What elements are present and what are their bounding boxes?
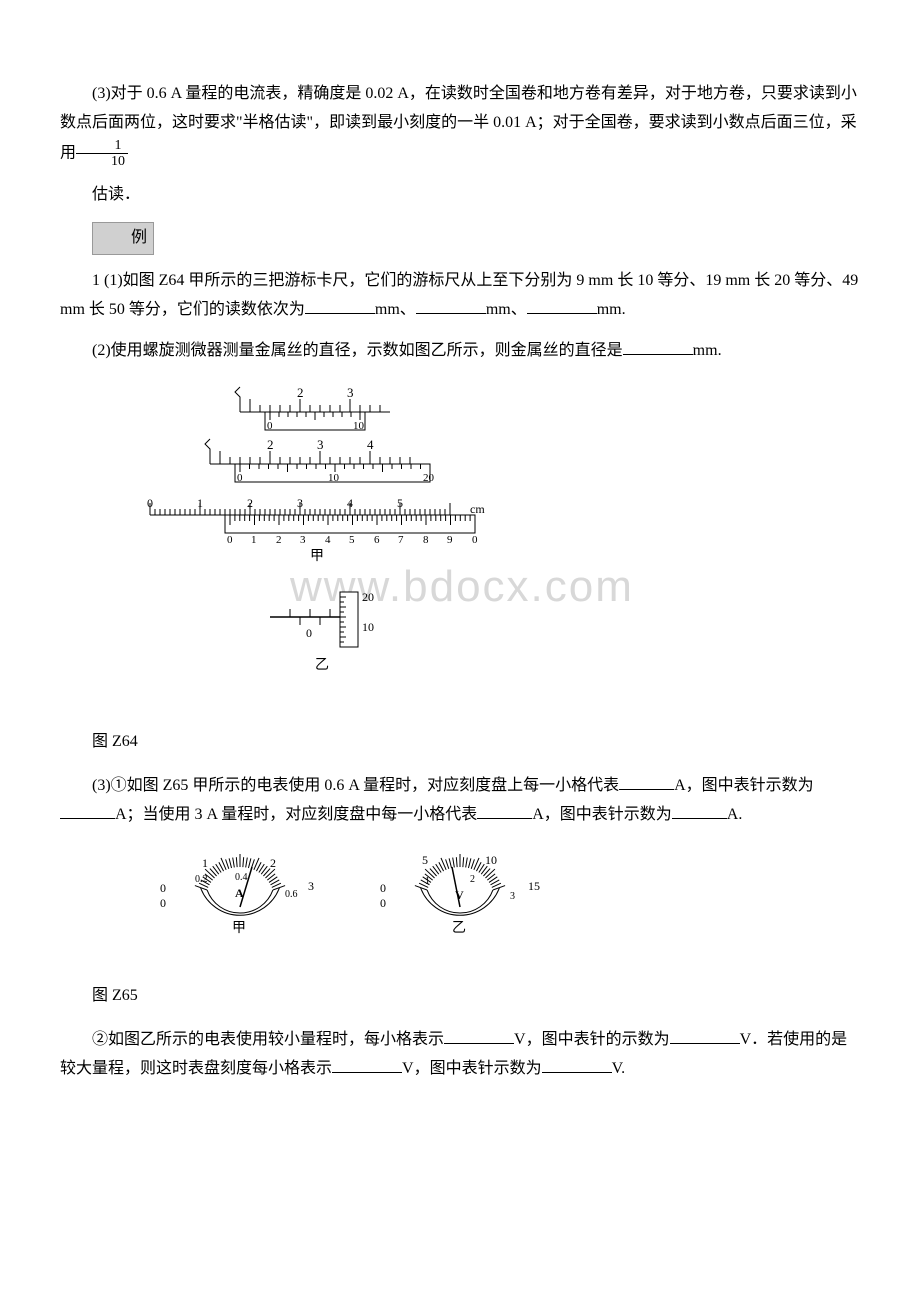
svg-text:甲: 甲 [232,921,246,936]
svg-text:4: 4 [347,496,353,510]
svg-text:10: 10 [328,472,340,484]
svg-text:cm: cm [470,502,485,516]
caliper-diagram: 23 010 234 [140,377,560,697]
svg-text:0: 0 [380,881,386,895]
blank [444,1028,514,1044]
caption-z64: 图 Z64 [60,728,860,757]
svg-text:10: 10 [485,853,497,867]
svg-text:2: 2 [470,874,475,885]
svg-text:乙: 乙 [452,920,466,936]
blank [672,803,727,819]
blank [527,298,597,314]
svg-text:甲: 甲 [310,549,324,564]
svg-text:3: 3 [300,534,306,546]
example-tag: 例 [92,222,154,255]
svg-text:7: 7 [398,534,404,546]
svg-text:1: 1 [425,876,430,887]
fraction: 110 [76,138,128,170]
svg-text:10: 10 [353,420,365,432]
svg-text:5: 5 [422,853,428,867]
example-row: 例 [60,222,860,255]
svg-text:0: 0 [227,534,233,546]
question-3-2: ②如图乙所示的电表使用较小量程时，每小格表示V，图中表针的示数为V．若使用的是较… [60,1026,860,1084]
blank [542,1057,612,1073]
svg-text:0: 0 [160,896,166,910]
svg-text:0: 0 [160,881,166,895]
svg-text:6: 6 [374,534,380,546]
question-2: (2)使用螺旋测微器测量金属丝的直径，示数如图乙所示，则金属丝的直径是mm. [60,337,860,366]
svg-text:乙: 乙 [315,657,329,673]
figure-z65: 0 0 1 2 0.2 0.4 3 0.6 A 甲 0 0 5 10 1 2 [140,842,860,963]
p1-end: 估读． [60,181,860,210]
svg-text:20: 20 [423,472,435,484]
svg-text:1: 1 [197,496,203,510]
blank [60,803,115,819]
svg-text:0: 0 [306,626,312,640]
svg-text:3: 3 [317,437,324,452]
svg-text:5: 5 [349,534,355,546]
svg-text:3: 3 [347,385,354,400]
blank [477,803,532,819]
svg-text:2: 2 [247,496,253,510]
svg-text:4: 4 [325,534,331,546]
svg-text:2: 2 [270,856,276,870]
svg-text:0.2: 0.2 [195,874,208,885]
svg-text:0.4: 0.4 [235,872,248,883]
svg-text:2: 2 [267,437,274,452]
svg-text:1: 1 [202,856,208,870]
blank [623,339,693,355]
blank [332,1057,402,1073]
svg-text:0: 0 [472,534,478,546]
svg-text:0.6: 0.6 [285,889,298,900]
svg-text:4: 4 [367,437,374,452]
question-3-1: (3)①如图 Z65 甲所示的电表使用 0.6 A 量程时，对应刻度盘上每一小格… [60,772,860,830]
blank [619,774,674,790]
svg-text:3: 3 [308,879,314,893]
svg-text:0: 0 [380,896,386,910]
svg-text:0: 0 [267,420,273,432]
svg-text:10: 10 [362,620,374,634]
blank [416,298,486,314]
blank [670,1028,740,1044]
svg-text:3: 3 [510,891,515,902]
svg-text:1: 1 [251,534,257,546]
svg-text:0: 0 [237,472,243,484]
svg-text:3: 3 [297,496,303,510]
question-1: 1 (1)如图 Z64 甲所示的三把游标卡尺，它们的游标尺从上至下分别为 9 m… [60,267,860,325]
svg-text:2: 2 [297,385,304,400]
svg-text:9: 9 [447,534,453,546]
svg-text:20: 20 [362,590,374,604]
paragraph-3: (3)对于 0.6 A 量程的电流表，精确度是 0.02 A，在读数时全国卷和地… [60,80,860,169]
svg-text:8: 8 [423,534,429,546]
svg-text:5: 5 [397,496,403,510]
caption-z65: 图 Z65 [60,982,860,1011]
svg-text:15: 15 [528,879,540,893]
figure-z64: www.bdocx.com 23 010 [140,377,860,708]
blank [305,298,375,314]
meters-diagram: 0 0 1 2 0.2 0.4 3 0.6 A 甲 0 0 5 10 1 2 [140,842,590,952]
p1-text: (3)对于 0.6 A 量程的电流表，精确度是 0.02 A，在读数时全国卷和地… [60,85,857,161]
svg-text:0: 0 [147,496,153,510]
svg-text:2: 2 [276,534,282,546]
